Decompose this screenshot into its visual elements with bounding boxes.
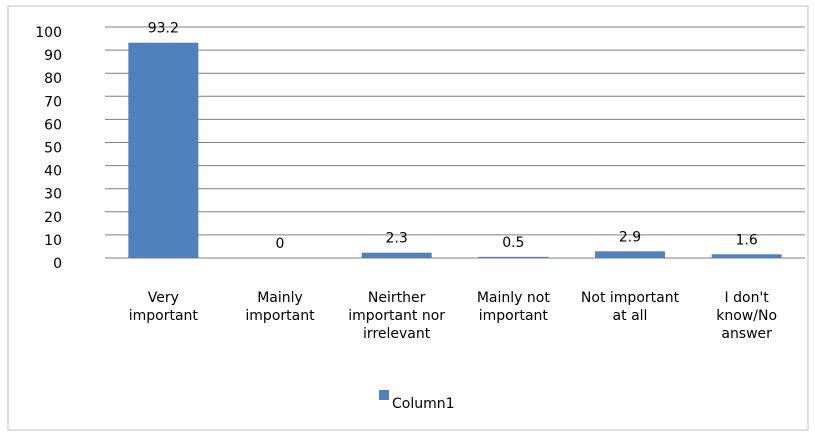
y-tick-label: 20 bbox=[44, 210, 62, 226]
data-label: 0.5 bbox=[502, 235, 524, 251]
y-tick-label: 90 bbox=[44, 48, 62, 64]
y-tick-label: 10 bbox=[44, 233, 62, 249]
x-tick-label: Mainly important bbox=[245, 290, 315, 324]
x-tick-label: Very important bbox=[128, 290, 198, 324]
data-label: 1.6 bbox=[736, 232, 758, 248]
x-tick-label: Not important at all bbox=[580, 290, 680, 324]
bar bbox=[128, 42, 199, 258]
legend-swatch bbox=[379, 390, 389, 400]
data-label: 0 bbox=[276, 236, 285, 252]
x-tick-label: Neirther important nor irrelevant bbox=[348, 290, 446, 342]
chart-frame bbox=[7, 5, 809, 431]
x-tick-label: I don't know/No answer bbox=[716, 290, 778, 342]
y-tick-label: 40 bbox=[44, 164, 62, 180]
y-tick-label: 100 bbox=[35, 25, 62, 41]
bar bbox=[711, 254, 782, 258]
y-tick-label: 70 bbox=[44, 94, 62, 110]
legend-label: Column1 bbox=[392, 396, 455, 412]
data-label: 2.3 bbox=[386, 231, 408, 247]
data-label: 2.9 bbox=[619, 229, 641, 245]
y-tick-label: 0 bbox=[53, 256, 62, 272]
y-tick-label: 60 bbox=[44, 117, 62, 133]
y-tick-label: 30 bbox=[44, 187, 62, 203]
bar bbox=[478, 256, 549, 258]
bar bbox=[361, 252, 432, 258]
y-tick-label: 80 bbox=[44, 71, 62, 87]
y-tick-label: 50 bbox=[44, 141, 62, 157]
bar bbox=[595, 251, 665, 258]
x-tick-label: Mainly not important bbox=[476, 290, 550, 324]
data-label: 93.2 bbox=[148, 21, 179, 37]
